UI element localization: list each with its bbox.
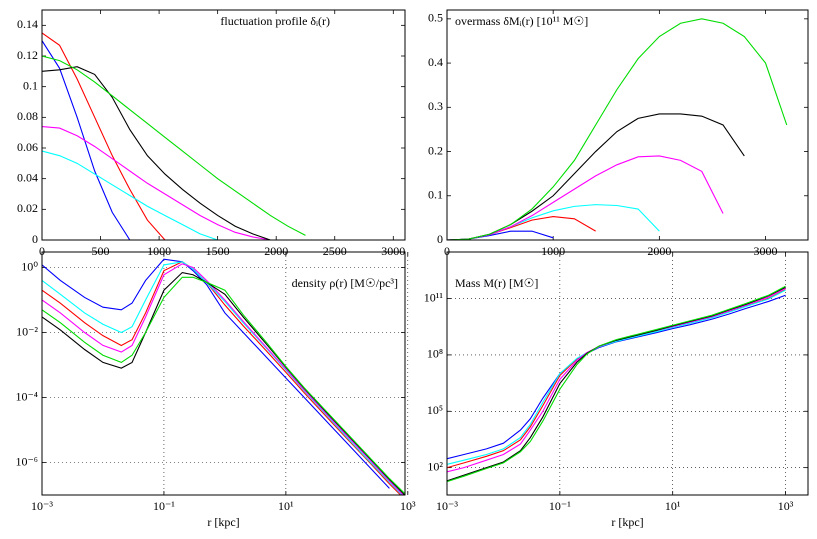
y-tick-label: 0.5: [428, 11, 443, 25]
data-line: [447, 18, 788, 240]
y-tick-label: 10²: [427, 459, 443, 473]
panel: 10⁻³ 10⁻¹ 10¹ 10³ 10² 10⁵ 10⁸ 10¹¹ Mass M(r) [M☉…: [424, 251, 809, 529]
panel-title: overmass δMᵢ(r) [10¹¹ M☉]: [455, 14, 588, 28]
y-tick-label: 10⁸: [427, 347, 443, 361]
data-line: [447, 287, 786, 473]
x-tick-label: 10¹: [665, 499, 681, 513]
data-line: [447, 155, 724, 240]
y-tick-label: 0.1: [428, 188, 443, 202]
x-tick-label: 10³: [400, 499, 416, 513]
y-tick-label: 0.06: [17, 140, 38, 154]
y-tick-label: 0: [32, 232, 38, 246]
axes-frame: [41, 9, 406, 241]
x-tick-label: 10¹: [278, 499, 294, 513]
y-tick-label: 0.2: [428, 143, 443, 157]
panel-title: fluctuation profile δᵢ(r): [220, 14, 330, 28]
y-tick-label: 0.1: [23, 78, 38, 92]
y-tick-label: 0.4: [428, 55, 443, 69]
x-tick-label: 2000: [264, 244, 288, 258]
x-tick-label: 10⁻¹: [153, 499, 175, 513]
x-tick-label: 3000: [381, 244, 405, 258]
x-tick-label: 1500: [206, 244, 230, 258]
plot-area: [447, 18, 788, 240]
x-tick-label: 1000: [147, 244, 171, 258]
y-tick-label: 10⁰: [21, 259, 38, 273]
y-tick-label: 10⁻²: [16, 324, 38, 338]
data-line: [42, 263, 404, 495]
axes-frame: [446, 9, 809, 241]
panel: 0 500 1000 1500 2000 2500 3000 0 0.02 0.04 0.06 0.0…: [17, 9, 406, 258]
x-tick-label: 2000: [647, 244, 671, 258]
y-tick-label: 10⁻⁴: [15, 389, 38, 403]
data-line: [42, 150, 218, 240]
data-line: [42, 276, 405, 495]
data-line: [42, 261, 402, 495]
panel: 0 1000 2000 3000 0 0.1 0.2 0.3 0.4 0.5 overmass δM…: [428, 9, 809, 258]
axes-frame: [41, 251, 406, 496]
data-line: [447, 286, 786, 482]
panel-title: Mass M(r) [M☉]: [455, 276, 538, 290]
plot-area: [42, 32, 306, 240]
x-tick-label: 0: [39, 244, 45, 258]
x-axis-label: r [kpc]: [611, 515, 643, 529]
y-tick-label: 0.3: [428, 99, 443, 113]
plot-area: [42, 258, 405, 495]
data-line: [42, 125, 271, 240]
panel-title: density ρ(r) [M☉/pc³]: [292, 276, 398, 290]
plot-area: [447, 285, 786, 483]
data-line: [447, 289, 786, 465]
data-line: [42, 66, 271, 240]
y-tick-label: 10⁵: [427, 403, 443, 417]
x-tick-label: 0: [444, 244, 450, 258]
y-tick-label: 0.14: [17, 17, 38, 31]
data-line: [447, 289, 786, 469]
x-tick-label: 500: [92, 244, 110, 258]
x-tick-label: 10⁻³: [31, 499, 53, 513]
y-tick-label: 0.12: [17, 48, 38, 62]
y-tick-label: 10¹¹: [424, 290, 444, 304]
data-line: [42, 55, 306, 236]
x-tick-label: 10³: [778, 499, 794, 513]
data-line: [447, 294, 786, 460]
data-line: [42, 40, 131, 240]
y-tick-label: 0.04: [17, 170, 38, 184]
x-tick-label: 2500: [323, 244, 347, 258]
y-tick-label: 0: [437, 232, 443, 246]
y-tick-label: 10⁻⁶: [15, 454, 38, 468]
data-line: [447, 216, 596, 240]
x-tick-label: 10⁻¹: [549, 499, 571, 513]
data-line: [447, 230, 554, 240]
y-tick-label: 0.08: [17, 109, 38, 123]
y-tick-label: 0.02: [17, 201, 38, 215]
x-axis-label: r [kpc]: [207, 515, 239, 529]
data-line: [42, 32, 166, 240]
axes-frame: [446, 251, 809, 496]
data-line: [447, 285, 786, 483]
data-line: [42, 271, 405, 495]
x-tick-label: 3000: [754, 244, 778, 258]
data-line: [447, 113, 745, 240]
data-line: [42, 261, 403, 495]
data-line: [447, 204, 660, 240]
x-tick-label: 10⁻³: [436, 499, 458, 513]
x-tick-label: 1000: [541, 244, 565, 258]
panel: 10⁻³ 10⁻¹ 10¹ 10³ 10⁰ 10⁻² 10⁻⁴ 10⁻⁶ density ρ(r…: [15, 251, 416, 529]
data-line: [42, 258, 390, 489]
